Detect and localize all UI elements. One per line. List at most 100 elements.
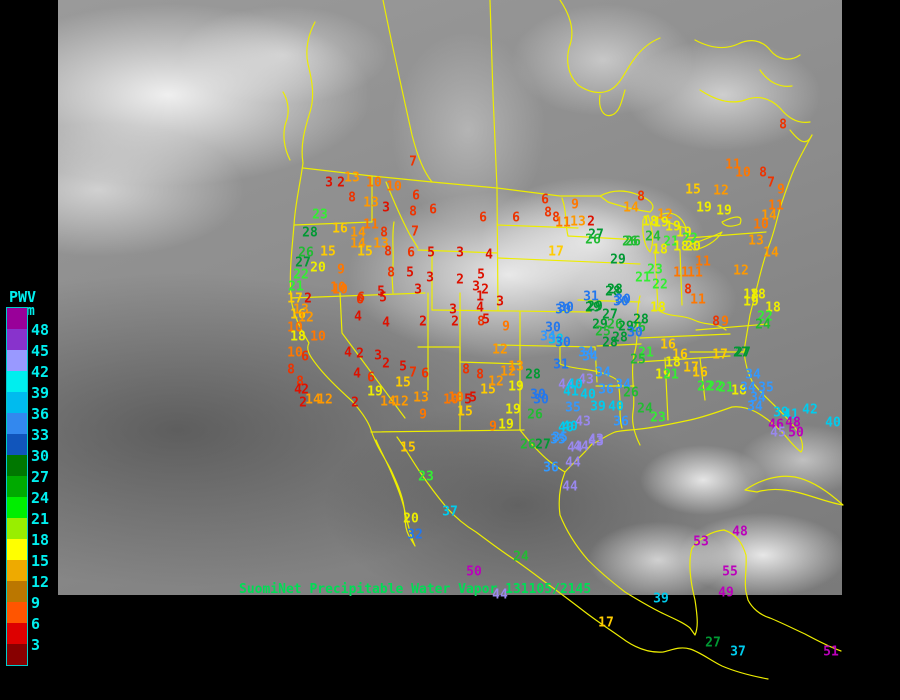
station-value: 6 bbox=[407, 245, 415, 261]
station-value: 11 bbox=[690, 292, 706, 308]
station-value: 10 bbox=[443, 392, 459, 408]
station-value: 19 bbox=[716, 203, 732, 219]
station-value: 3 bbox=[496, 294, 504, 310]
legend-swatch bbox=[7, 602, 27, 623]
station-value: 24 bbox=[645, 229, 661, 245]
legend-swatch bbox=[7, 350, 27, 371]
station-value: 34 bbox=[745, 367, 761, 383]
station-value: 24 bbox=[513, 549, 529, 565]
station-value: 8 bbox=[544, 205, 552, 221]
legend-swatch bbox=[7, 560, 27, 581]
station-value: 3 bbox=[472, 279, 480, 295]
station-value: 18 bbox=[750, 287, 766, 303]
station-value: 18 bbox=[673, 239, 689, 255]
station-value: 5 bbox=[482, 312, 490, 328]
station-value: 31 bbox=[583, 289, 599, 305]
station-value: 6 bbox=[356, 292, 364, 308]
station-value: 11 bbox=[687, 265, 703, 281]
station-value: 10 bbox=[310, 329, 326, 345]
station-value: 29 bbox=[618, 319, 634, 335]
station-value: 17 bbox=[287, 291, 303, 307]
station-value: 8 bbox=[287, 362, 295, 378]
station-value: 6 bbox=[429, 202, 437, 218]
station-value: 12 bbox=[733, 263, 749, 279]
station-value: 27 bbox=[733, 345, 749, 361]
station-value: 40 bbox=[608, 399, 624, 415]
station-value: 39 bbox=[590, 399, 606, 415]
station-value: 4 bbox=[294, 382, 302, 398]
station-value: 19 bbox=[696, 200, 712, 216]
station-value: 29 bbox=[587, 299, 603, 315]
station-value: 1 bbox=[476, 289, 484, 305]
station-value: 12 bbox=[298, 310, 314, 326]
station-value: 10 bbox=[287, 345, 303, 361]
station-value: 30 bbox=[530, 387, 546, 403]
legend-swatch bbox=[7, 371, 27, 392]
station-value: 24 bbox=[755, 317, 771, 333]
station-value: 7 bbox=[767, 175, 775, 191]
station-value: 34 bbox=[740, 380, 756, 396]
legend-label: 24 bbox=[31, 489, 50, 507]
station-value: 9 bbox=[419, 407, 427, 423]
station-value: 6 bbox=[301, 349, 309, 365]
station-value: 28 bbox=[302, 225, 318, 241]
station-value: 27 bbox=[295, 255, 311, 271]
station-value: 9 bbox=[489, 419, 497, 435]
station-value: 48 bbox=[732, 524, 748, 540]
station-value: 2 bbox=[351, 395, 359, 411]
station-value: 27 bbox=[588, 227, 604, 243]
station-value: 5 bbox=[406, 265, 414, 281]
station-value: 46 bbox=[768, 417, 784, 433]
station-value: 10 bbox=[448, 390, 464, 406]
station-value: 22 bbox=[757, 309, 773, 325]
station-value: 21 bbox=[663, 367, 679, 383]
legend-label: 21 bbox=[31, 510, 50, 528]
station-value: 19 bbox=[743, 294, 759, 310]
station-value: 9 bbox=[502, 319, 510, 335]
station-value: 11 bbox=[673, 265, 689, 281]
station-value: 2 bbox=[301, 382, 309, 398]
station-value: 2 bbox=[456, 272, 464, 288]
station-value: 25 bbox=[630, 352, 646, 368]
station-value: 44 bbox=[492, 587, 508, 603]
station-value: 28 bbox=[602, 335, 618, 351]
station-value: 32 bbox=[407, 527, 423, 543]
legend-swatch bbox=[7, 455, 27, 476]
station-value: 19 bbox=[655, 367, 671, 383]
station-value: 22 bbox=[682, 231, 698, 247]
station-value: 5 bbox=[427, 245, 435, 261]
station-value: 53 bbox=[693, 534, 709, 550]
station-value: 40 bbox=[580, 387, 596, 403]
station-value: 27 bbox=[735, 345, 751, 361]
station-value: 27 bbox=[602, 307, 618, 323]
station-value: 2 bbox=[382, 356, 390, 372]
legend-swatch bbox=[7, 518, 27, 539]
station-value: 28 bbox=[525, 367, 541, 383]
station-value: 13 bbox=[748, 233, 764, 249]
station-value: 6 bbox=[541, 192, 549, 208]
station-value: 19 bbox=[653, 215, 669, 231]
station-value: 6 bbox=[357, 290, 365, 306]
station-value: 9 bbox=[571, 197, 579, 213]
station-value: 7 bbox=[411, 224, 419, 240]
station-value: 19 bbox=[498, 417, 514, 433]
station-value: 6 bbox=[421, 366, 429, 382]
station-value: 10 bbox=[332, 282, 348, 298]
station-value: 5 bbox=[477, 267, 485, 283]
station-value: 28 bbox=[607, 282, 623, 298]
station-value: 11 bbox=[363, 217, 379, 233]
station-value: 34 bbox=[582, 349, 598, 365]
station-value: 2 bbox=[299, 395, 307, 411]
station-value: 15 bbox=[395, 375, 411, 391]
station-value: 21 bbox=[663, 234, 679, 250]
station-value: 16 bbox=[660, 337, 676, 353]
station-value: 37 bbox=[442, 504, 458, 520]
legend-label: 12 bbox=[31, 573, 50, 591]
station-value: 39 bbox=[773, 405, 789, 421]
station-value: 14 bbox=[623, 200, 639, 216]
station-value: 43 bbox=[575, 414, 591, 430]
station-value: 8 bbox=[296, 374, 304, 390]
station-value: 17 bbox=[712, 347, 728, 363]
station-value: 35 bbox=[758, 380, 774, 396]
